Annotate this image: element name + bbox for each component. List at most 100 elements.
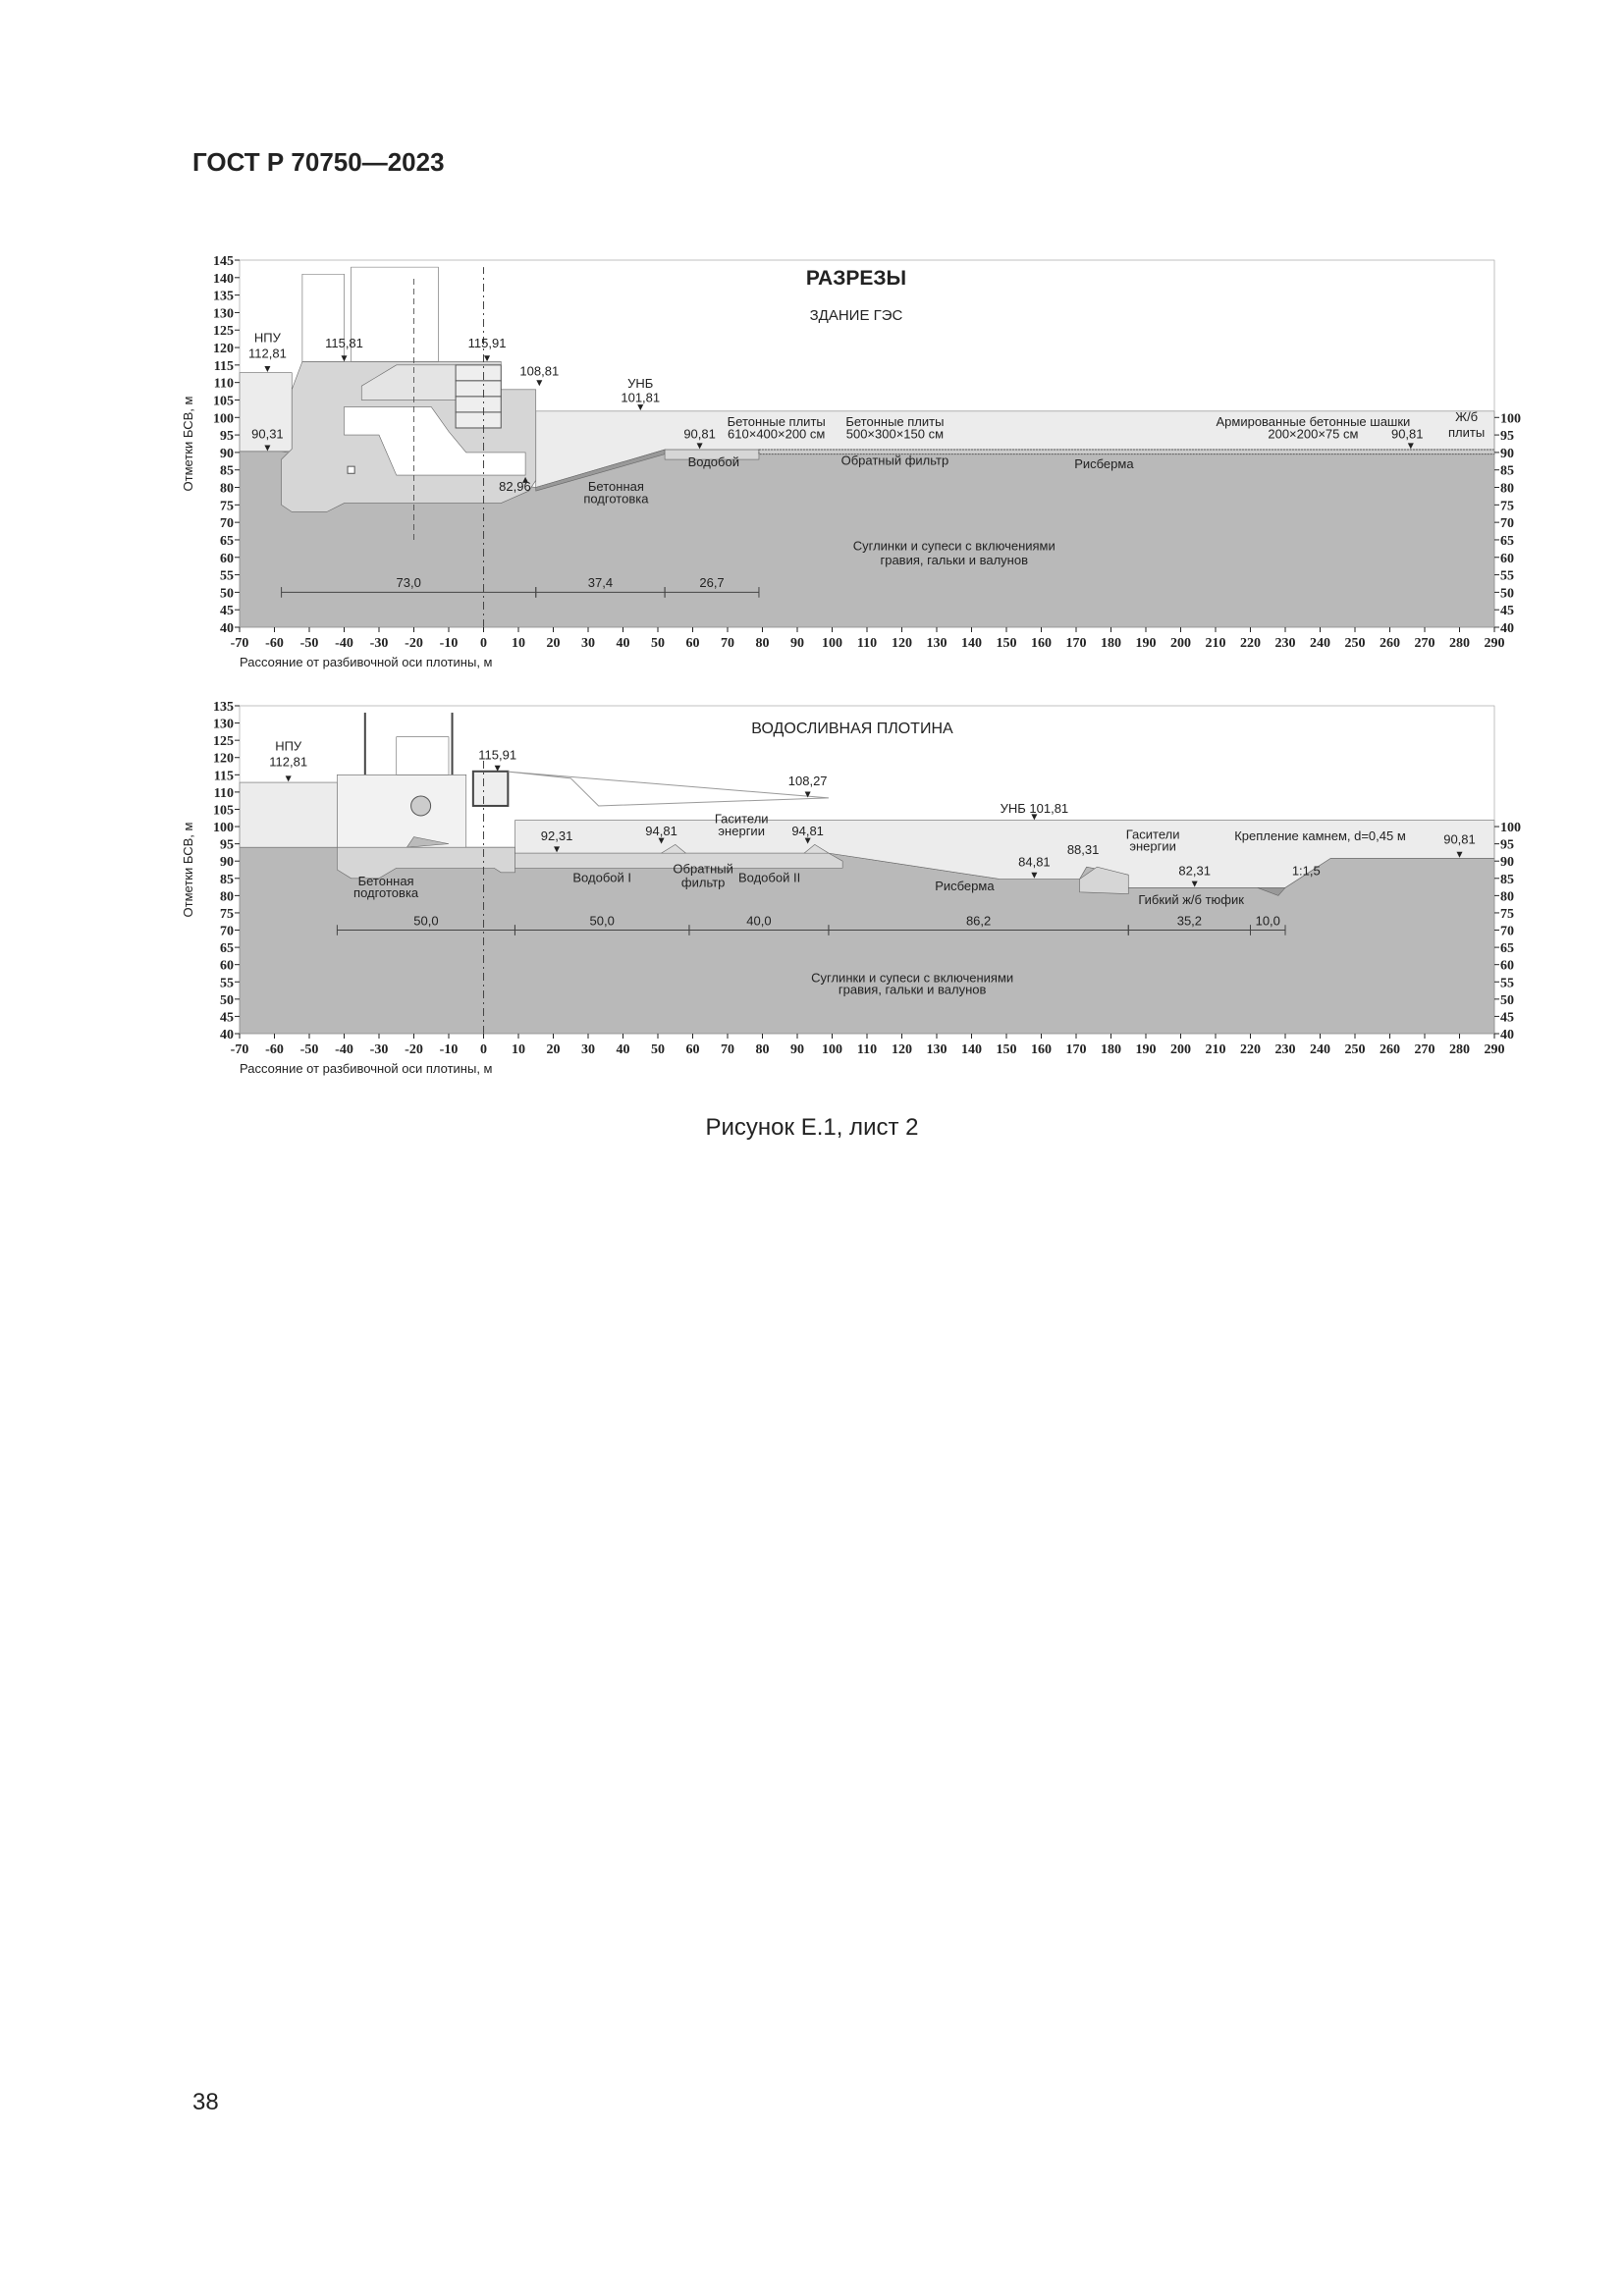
x-tick-label: -50: [300, 1042, 319, 1057]
x-tick-label: 160: [1031, 636, 1052, 651]
spillway-crest: [406, 836, 450, 848]
y-tick-label: 70: [220, 925, 234, 939]
y-tick-label-right: 50: [1500, 993, 1514, 1008]
y-tick-label: 140: [213, 272, 234, 287]
x-tick-label: 30: [581, 1042, 595, 1057]
figure-caption: Рисунок Е.1, лист 2: [705, 1114, 919, 1141]
x-tick-label: 270: [1415, 1042, 1435, 1057]
x-tick-label: 60: [686, 636, 700, 651]
gate-structure: [337, 774, 467, 848]
x-tick-label: 10: [512, 636, 525, 651]
superstructure-frame-left: [301, 273, 345, 362]
x-tick-label: 290: [1485, 636, 1505, 651]
y-tick-label: 135: [213, 700, 234, 715]
label-slabs2-1: Бетонные плиты: [845, 414, 944, 429]
stilling-basin: [664, 449, 760, 460]
label-apron1: Водобой I: [572, 870, 631, 884]
x-tick-label: 50: [651, 636, 665, 651]
gate-slot: [455, 396, 502, 413]
gate-slot: [455, 380, 502, 398]
y-tick-label: 105: [213, 394, 234, 408]
y-tick-label-right: 40: [1500, 1028, 1514, 1042]
y-tick-label: 130: [213, 718, 234, 732]
page-number: 38: [192, 2089, 219, 2115]
label-stone: Крепление камнем, d=0,45 м: [1234, 828, 1406, 843]
label-crest: 115,91: [478, 747, 516, 762]
label-mat-level: 82,31: [1178, 863, 1211, 878]
elevation-marker-icon: [658, 837, 665, 844]
x-tick-label: 20: [547, 1042, 561, 1057]
y-tick-label-right: 100: [1500, 821, 1521, 835]
label-baffle2: 94,81: [791, 824, 824, 838]
x-tick-label: 240: [1310, 1042, 1330, 1057]
y-tick-label: 85: [220, 464, 234, 479]
y-axis-title: Отметки БСВ, м: [181, 396, 195, 491]
label-dim-4: 86,2: [966, 913, 991, 928]
label-prep-1: Бетонная: [588, 479, 644, 494]
y-tick-label: 85: [220, 873, 234, 887]
elevation-marker-icon: [536, 380, 543, 387]
x-tick-label: 120: [892, 636, 912, 651]
y-tick-label: 75: [220, 499, 234, 513]
label-wall-level: 108,27: [788, 774, 828, 788]
y-tick-label: 80: [220, 482, 234, 497]
x-axis-title: Рассояние от разбивочной оси плотины, м: [240, 1061, 493, 1076]
gate-slot: [455, 411, 502, 429]
y-tick-label: 115: [214, 359, 234, 374]
y-tick-label: 125: [213, 734, 234, 749]
elevation-marker-icon: [804, 791, 811, 798]
label-dissip-2: энергии: [718, 824, 765, 838]
y-tick-label-right: 45: [1500, 604, 1514, 618]
label-apron: Водобой: [688, 454, 739, 469]
label-prep-1: Бетонная: [358, 874, 414, 888]
headwater: [239, 781, 338, 848]
x-tick-label: 250: [1345, 1042, 1366, 1057]
y-tick-label-right: 40: [1500, 621, 1514, 636]
elevation-marker-icon: [554, 846, 561, 853]
x-tick-label: 270: [1415, 636, 1435, 651]
x-tick-label: -40: [335, 636, 353, 651]
x-tick-label: 60: [686, 1042, 700, 1057]
label-dim-3: 40,0: [746, 913, 771, 928]
y-tick-label: 45: [220, 1010, 234, 1025]
y-tick-label: 75: [220, 907, 234, 922]
label-mat: Гибкий ж/б тюфик: [1138, 892, 1244, 907]
x-axis-title: Рассояние от разбивочной оси плотины, м: [240, 655, 493, 669]
baffle-2: [803, 843, 831, 854]
y-tick-label: 70: [220, 516, 234, 531]
y-tick-label: 120: [213, 342, 234, 356]
label-tail-wall: 108,81: [519, 364, 559, 379]
label-slabs1-1: Бетонные плиты: [728, 414, 826, 429]
label-soil-1: Суглинки и супеси с включениями: [811, 970, 1013, 985]
label-slabs2-2: 500×300×150 см: [846, 427, 944, 442]
label-soil-2: гравия, гальки и валунов: [880, 553, 1028, 567]
y-tick-label: 130: [213, 306, 234, 321]
y-tick-label: 110: [214, 377, 234, 392]
label-end-level: 90,81: [1391, 427, 1424, 442]
baffle-1: [660, 843, 687, 854]
label-riprap: Рисберма: [1074, 456, 1134, 471]
y-tick-label-right: 90: [1500, 447, 1514, 461]
y-tick-label-right: 60: [1500, 959, 1514, 974]
label-dissip2-1: Гасители: [1126, 827, 1180, 841]
gate-slot: [455, 364, 502, 382]
superstructure-frame-right: [351, 266, 439, 362]
label-unb-level: 101,81: [621, 390, 660, 404]
x-tick-label: 220: [1240, 636, 1261, 651]
y-tick-label-right: 55: [1500, 976, 1514, 990]
elevation-marker-icon: [1456, 851, 1463, 858]
x-tick-label: 40: [617, 636, 630, 651]
stone-protection: [1257, 886, 1286, 896]
label-dim-3: 26,7: [699, 575, 724, 590]
y-tick-label: 120: [213, 752, 234, 767]
y-tick-label: 95: [220, 429, 234, 444]
operator-cabin: [396, 736, 450, 775]
x-tick-label: 200: [1170, 1042, 1191, 1057]
y-tick-label: 125: [213, 324, 234, 339]
y-tick-label: 45: [220, 604, 234, 618]
x-tick-label: 130: [927, 1042, 947, 1057]
y-tick-label: 110: [214, 786, 234, 801]
end-sill: [1079, 866, 1129, 894]
label-unb: УНБ: [627, 376, 653, 391]
